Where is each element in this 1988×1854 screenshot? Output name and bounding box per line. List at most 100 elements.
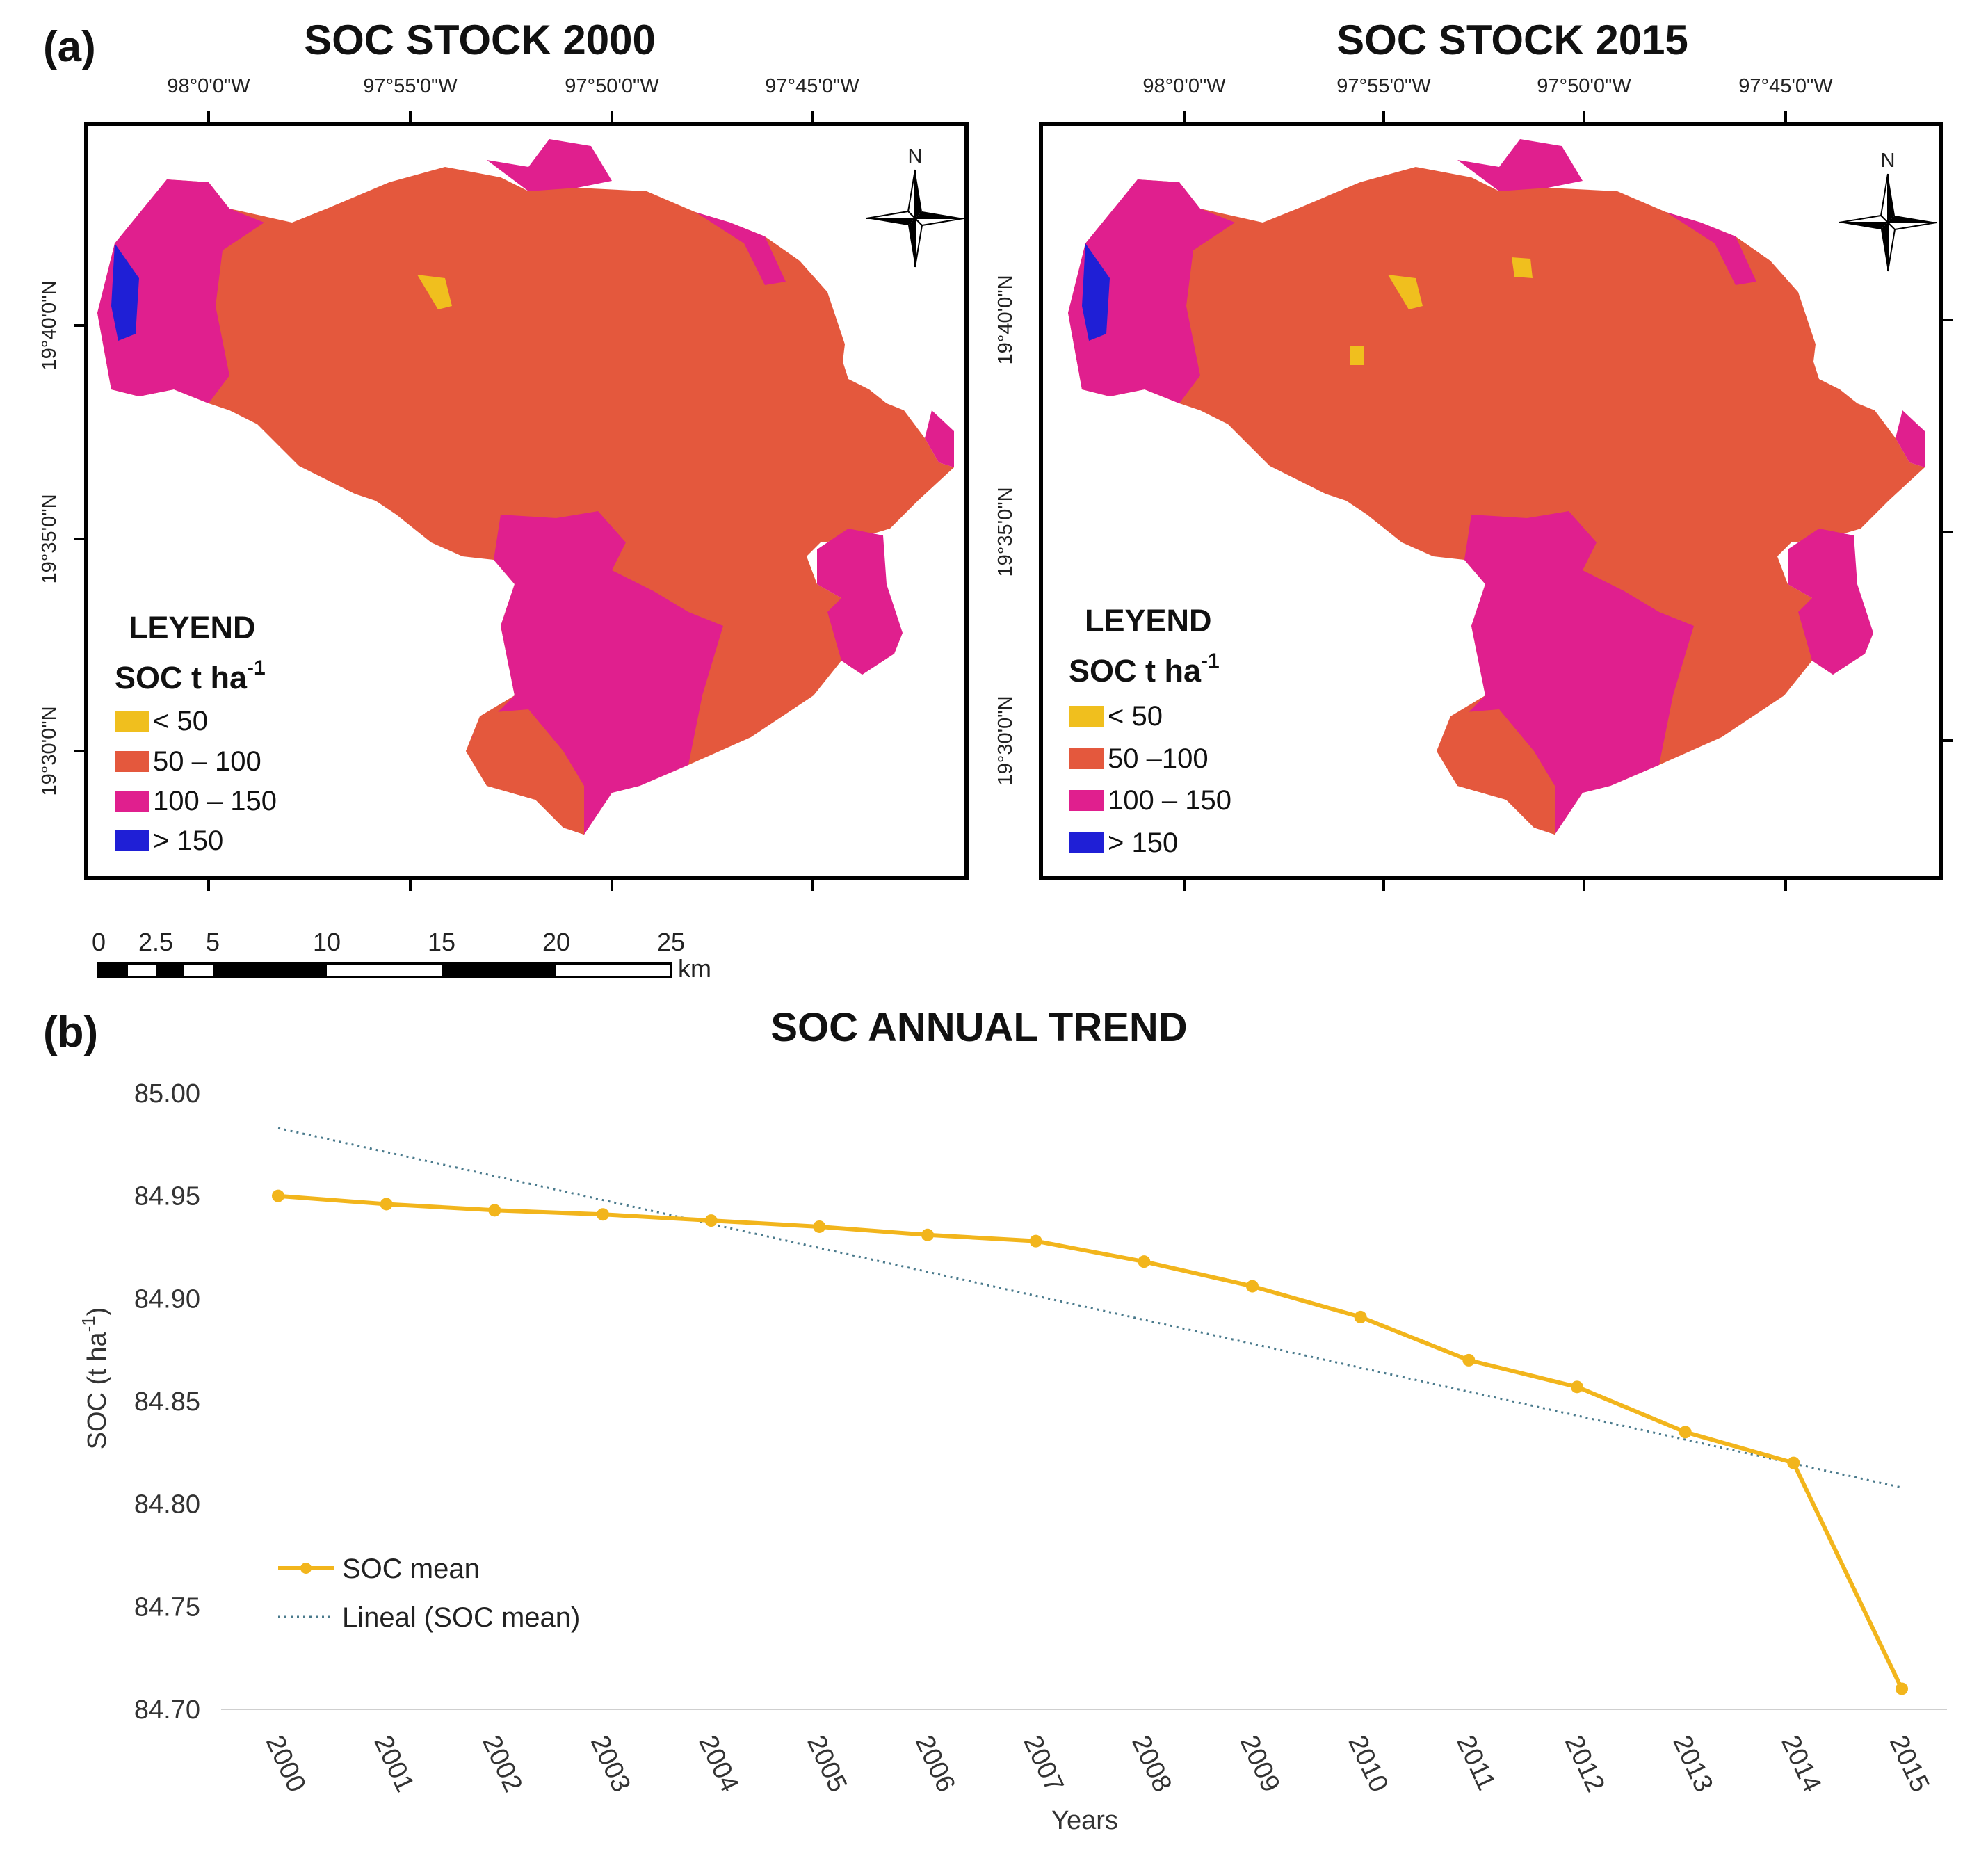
data-point-2010 — [1354, 1310, 1367, 1323]
class-lt50-area — [1350, 346, 1364, 365]
legend-soc-mean: SOC mean — [342, 1554, 480, 1584]
data-point-2012 — [1571, 1380, 1583, 1394]
north-arrow-icon: N — [866, 145, 964, 268]
data-point-2005 — [813, 1220, 826, 1233]
x-tick-label: 2013 — [1667, 1731, 1719, 1796]
chart-title: SOC ANNUAL TREND — [770, 1005, 1187, 1050]
x-tick-label: 2007 — [1018, 1731, 1069, 1796]
legend-swatch — [1069, 706, 1104, 727]
legend-swatch — [115, 751, 149, 772]
trendline — [277, 1127, 1902, 1489]
data-point-2000 — [272, 1189, 284, 1202]
legend-subtitle: SOC t ha-1 — [115, 656, 266, 695]
scale-label: 20 — [542, 928, 570, 956]
data-point-2006 — [921, 1228, 934, 1241]
class-lt50-area — [417, 275, 452, 309]
x-tick-label: 2015 — [1884, 1731, 1935, 1796]
series-line-soc-mean — [277, 1193, 1904, 1690]
legend-trendline: Lineal (SOC mean) — [342, 1602, 580, 1633]
legend-item-label: < 50 — [1108, 701, 1163, 732]
class-100-150-area-west — [1068, 179, 1235, 403]
lon-label: 97°45'0"W — [1738, 75, 1833, 97]
north-label: N — [908, 145, 923, 168]
class-gt150-area — [111, 243, 139, 341]
legend-subtitle: SOC t ha-1 — [1069, 650, 1220, 688]
legend-item-label: 100 – 150 — [153, 786, 277, 816]
legend-item-label: > 150 — [1108, 828, 1178, 858]
lat-label: 19°40'0"N — [994, 275, 1017, 364]
x-tick-label: 2002 — [476, 1731, 528, 1796]
legend-item-label: 50 – 100 — [153, 746, 261, 777]
map-ticks — [74, 111, 814, 891]
soc-region — [1068, 139, 1925, 835]
panel-a-label: (a) — [43, 23, 96, 71]
legend-swatch — [1069, 790, 1104, 811]
scale-label: 0 — [92, 928, 106, 956]
lon-label: 97°45'0"W — [765, 75, 859, 97]
scale-label: 15 — [428, 928, 455, 956]
lat-label: 19°35'0"N — [38, 494, 60, 583]
lon-label: 97°50'0"W — [1537, 75, 1631, 97]
class-50-100-area — [97, 167, 954, 835]
class-50-100-area — [1068, 167, 1925, 835]
scale-label: 25 — [657, 928, 685, 956]
scale-label: 5 — [206, 928, 220, 956]
legend-swatch — [115, 830, 149, 851]
map-title: SOC STOCK 2015 — [1336, 17, 1688, 63]
data-point-2013 — [1679, 1426, 1692, 1439]
legend-swatch — [115, 711, 149, 732]
class-100-150-area-west — [97, 179, 264, 403]
x-tick-label: 2009 — [1234, 1731, 1286, 1796]
data-point-2004 — [704, 1214, 718, 1227]
north-label: N — [1881, 150, 1896, 172]
x-tick-label: 2001 — [369, 1731, 420, 1796]
x-tick-label: 2014 — [1775, 1731, 1827, 1796]
lon-label: 98°0'0"W — [1142, 75, 1226, 97]
legend-title: LEYEND — [129, 610, 256, 645]
map-title: SOC STOCK 2000 — [304, 17, 656, 63]
lon-label: 98°0'0"W — [167, 75, 250, 97]
map-legend: LEYEND SOC t ha-1 < 50 50 – 100 100 – 15… — [115, 610, 277, 856]
y-tick-label: 84.80 — [134, 1490, 200, 1520]
legend-swatch — [115, 791, 149, 812]
y-axis-label: SOC (t ha-1) — [78, 1307, 112, 1450]
data-point-2008 — [1138, 1255, 1151, 1268]
class-50-100-area-south — [466, 709, 584, 835]
x-tick-label: 2004 — [693, 1731, 745, 1796]
soc-trend-chart: 85.00 84.95 84.90 84.85 84.80 84.75 84.70 2000… — [134, 1079, 1947, 1796]
y-tick-label: 84.75 — [134, 1593, 200, 1622]
x-tick-label: 2003 — [585, 1731, 636, 1796]
legend-swatch — [1069, 748, 1104, 769]
legend-item-label: 100 – 150 — [1108, 785, 1231, 816]
lon-label: 97°55'0"W — [1336, 75, 1431, 97]
x-tick-label: 2012 — [1559, 1731, 1610, 1796]
class-100-150-area-east — [1896, 410, 1925, 467]
data-point-2015 — [1896, 1682, 1908, 1695]
y-tick-label: 84.95 — [134, 1182, 200, 1211]
map-2000: SOC STOCK 2000 98°0'0"W 97°55'0"W 97°50'… — [38, 17, 969, 891]
lat-label: 19°30'0"N — [38, 706, 60, 796]
data-point-2014 — [1787, 1456, 1800, 1469]
class-100-150-area-se — [817, 529, 903, 675]
data-point-2003 — [597, 1208, 609, 1221]
lat-label: 19°35'0"N — [994, 487, 1017, 577]
legend-swatch — [1069, 832, 1104, 853]
legend-marker — [300, 1563, 312, 1574]
class-100-150-area-se — [1788, 529, 1873, 675]
x-tick-label: 2000 — [260, 1731, 312, 1796]
x-tick-label: 2008 — [1126, 1731, 1177, 1796]
map-legend: LEYEND SOC t ha-1 < 50 50 –100 100 – 150… — [1069, 603, 1231, 858]
lat-label: 19°30'0"N — [994, 695, 1017, 785]
soc-region — [97, 139, 954, 835]
data-point-2001 — [380, 1198, 393, 1211]
legend-item-label: > 150 — [153, 825, 223, 856]
class-100-150-area-ne — [1666, 212, 1756, 285]
class-100-150-area-north — [1457, 139, 1583, 191]
map-ticks — [1183, 111, 1953, 891]
x-tick-label: 2010 — [1343, 1731, 1394, 1796]
panel-b-label: (b) — [43, 1008, 98, 1056]
x-tick-label: 2011 — [1450, 1731, 1501, 1795]
chart-legend: SOC mean Lineal (SOC mean) — [278, 1554, 580, 1633]
data-point-2007 — [1029, 1234, 1042, 1248]
